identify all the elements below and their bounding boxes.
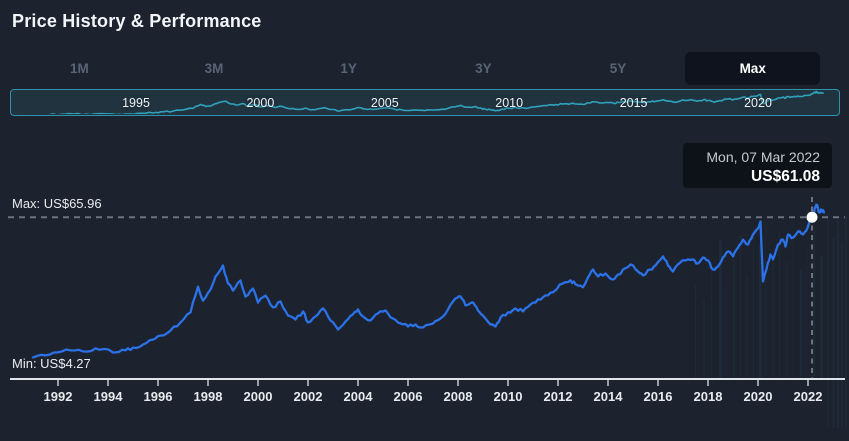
tooltip-price: US$61.08 xyxy=(751,168,820,185)
tab-3m[interactable]: 3M xyxy=(204,61,224,76)
x-axis-label: 2010 xyxy=(494,389,523,404)
volume-stripe xyxy=(845,216,847,428)
x-axis-label: 2000 xyxy=(244,389,273,404)
volume-stripe xyxy=(832,238,835,428)
volume-stripe xyxy=(837,220,839,428)
volume-stripe xyxy=(753,225,754,379)
range-tabs: 1M 3M 1Y 3Y 5Y Max xyxy=(12,52,821,85)
volume-stripe xyxy=(800,270,802,379)
mini-price-line xyxy=(19,90,824,114)
volume-stripe xyxy=(746,275,748,379)
x-axis-label: 2022 xyxy=(794,389,823,404)
x-axis-label: 2012 xyxy=(544,389,573,404)
volume-stripe xyxy=(711,265,712,379)
tab-3y[interactable]: 3Y xyxy=(475,61,492,76)
min-price-label: Min: US$4.27 xyxy=(12,356,91,371)
tab-max[interactable]: Max xyxy=(685,52,821,85)
range-selector-chart xyxy=(19,90,824,114)
x-axis-label: 1998 xyxy=(194,389,223,404)
volume-stripe xyxy=(827,214,829,428)
volume-stripe xyxy=(786,262,788,379)
chart-tooltip: Mon, 07 Mar 2022 US$61.08 xyxy=(683,143,832,188)
x-axis-label: 2006 xyxy=(394,389,423,404)
volume-stripe xyxy=(841,242,843,428)
volume-stripe xyxy=(820,256,823,379)
x-axis-label: 1992 xyxy=(44,389,73,404)
x-axis-label: 2008 xyxy=(444,389,473,404)
price-line xyxy=(31,203,826,359)
volume-stripe xyxy=(772,258,774,379)
x-axis-label: 2020 xyxy=(744,389,773,404)
volume-stripe xyxy=(703,300,705,379)
x-axis-label: 2016 xyxy=(644,389,673,404)
volume-stripe xyxy=(719,240,722,379)
volume-stripe xyxy=(733,260,735,379)
volume-stripe xyxy=(765,222,766,379)
tab-5y[interactable]: 5Y xyxy=(609,61,627,76)
volume-stripe xyxy=(695,285,696,379)
panel-title: Price History & Performance xyxy=(12,11,262,31)
x-axis-label: 1996 xyxy=(144,389,173,404)
volume-stripe xyxy=(759,245,762,379)
x-axis-label: 1994 xyxy=(94,389,124,404)
volume-stripe xyxy=(806,246,807,379)
volume-stripe xyxy=(793,238,794,379)
x-axis-label: 2014 xyxy=(594,389,624,404)
x-axis-label: 2004 xyxy=(344,389,374,404)
tooltip-date: Mon, 07 Mar 2022 xyxy=(706,149,820,165)
volume-stripe xyxy=(726,290,727,379)
tab-1y[interactable]: 1Y xyxy=(340,61,357,76)
hover-marker-dot[interactable] xyxy=(806,211,818,223)
volume-stripe xyxy=(813,230,815,379)
tab-1m[interactable]: 1M xyxy=(69,61,89,76)
x-axis-label: 2002 xyxy=(294,389,323,404)
x-axis-label: 2018 xyxy=(694,389,723,404)
max-price-label: Max: US$65.96 xyxy=(12,196,102,211)
volume-stripe xyxy=(779,230,780,379)
volume-stripe xyxy=(740,235,741,379)
